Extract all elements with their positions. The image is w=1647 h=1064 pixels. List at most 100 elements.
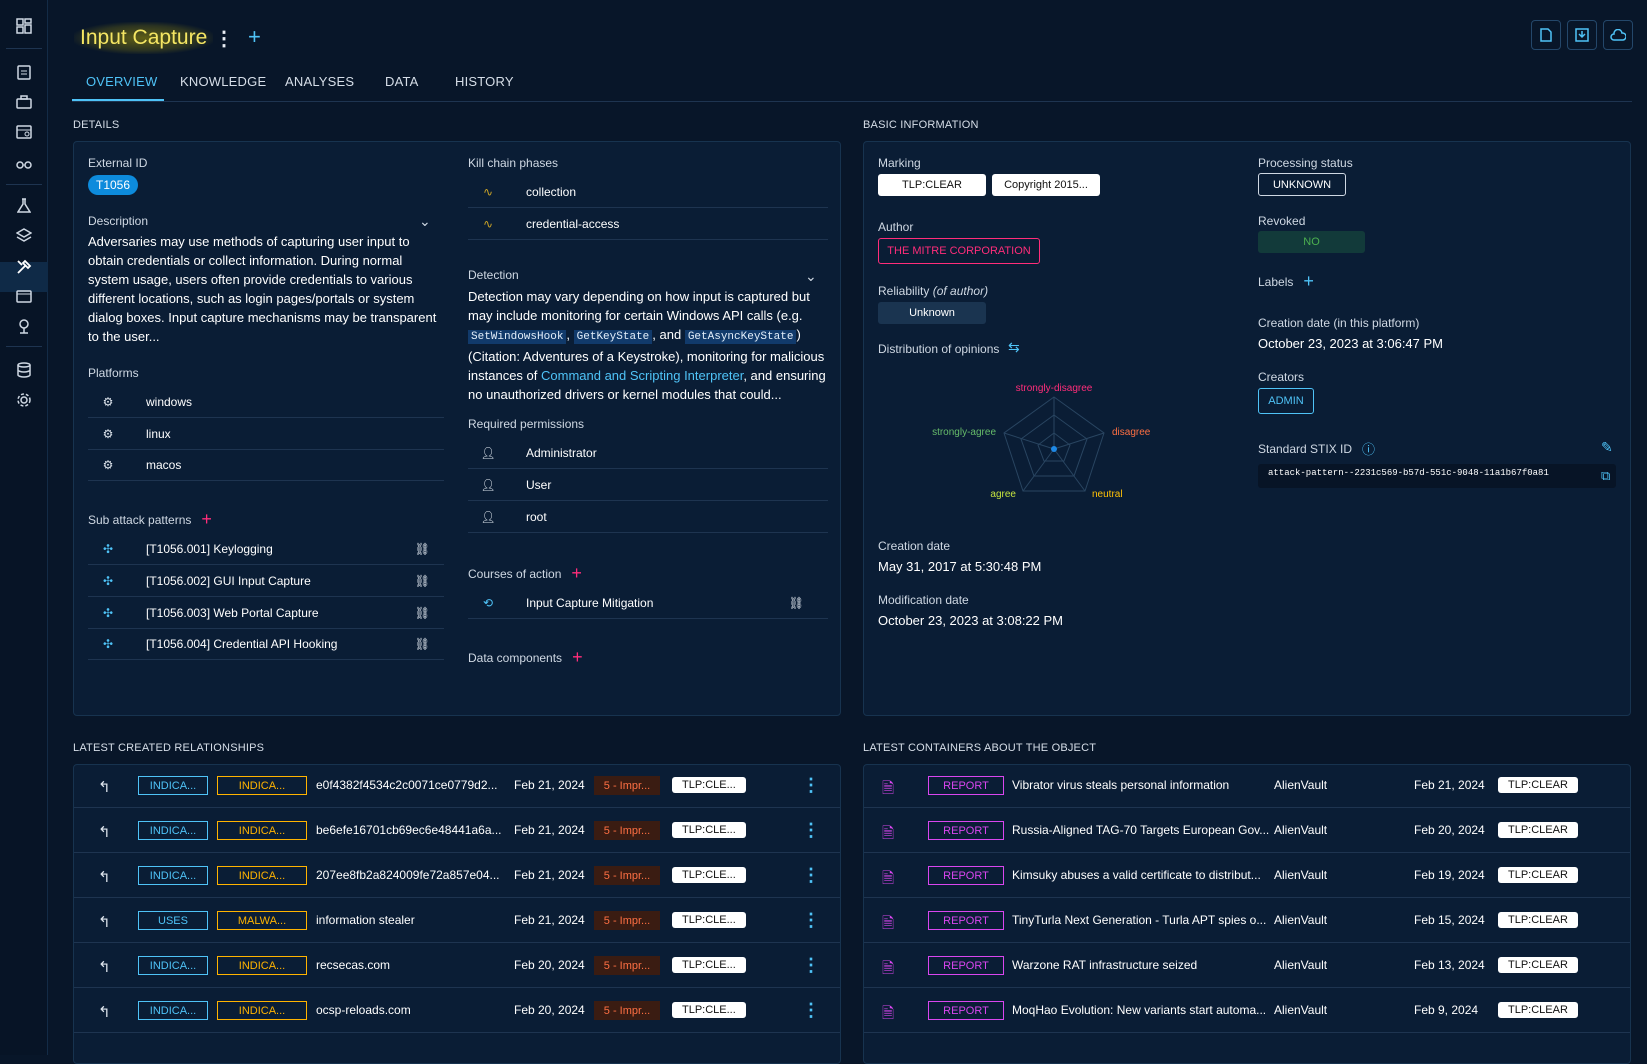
- details-section-title: DETAILS: [73, 119, 120, 131]
- entities-icon[interactable]: [14, 286, 34, 306]
- more-vert-icon[interactable]: ⋮: [802, 1000, 820, 1020]
- course-of-action-icon: ⟲: [482, 596, 494, 610]
- container-date: Feb 9, 2024: [1414, 1003, 1479, 1017]
- tlp-marking: TLP:CLE...: [672, 1002, 746, 1018]
- unlink-icon[interactable]: ⛓: [414, 606, 430, 620]
- unlink-icon[interactable]: ⛓: [414, 542, 430, 556]
- arsenal-icon[interactable]: [14, 226, 34, 246]
- container-row[interactable]: 🗎︎ REPORT Warzone RAT infrastructure sei…: [864, 945, 1630, 988]
- relationship-row[interactable]: ↰ INDICA... INDICA... be6efe16701cb69ec6…: [74, 810, 840, 853]
- sub-pattern-item[interactable]: ✣ [T1056.004] Credential API Hooking ⛓: [88, 629, 444, 660]
- report-icon: 🗎︎: [882, 870, 895, 887]
- person-icon: 👤︎: [480, 510, 496, 524]
- tab-knowledge[interactable]: KNOWLEDGE: [180, 74, 267, 89]
- more-vert-icon[interactable]: ⋮: [802, 775, 820, 795]
- container-date: Feb 13, 2024: [1414, 958, 1485, 972]
- more-vert-icon[interactable]: ⋮: [802, 910, 820, 930]
- relationship-icon: ↰: [98, 914, 111, 931]
- locations-icon[interactable]: [14, 316, 34, 336]
- dashboard-icon[interactable]: [14, 16, 34, 36]
- entity-type-tag: INDICA...: [217, 776, 307, 795]
- description-expand-icon[interactable]: ⌄: [419, 213, 431, 229]
- tabs: OVERVIEW KNOWLEDGE ANALYSES DATA HISTORY: [72, 62, 1632, 102]
- relationship-row[interactable]: ↰ INDICA... INDICA... ocsp-reloads.com F…: [74, 990, 840, 1033]
- threats-icon[interactable]: [14, 196, 34, 216]
- container-row[interactable]: 🗎︎ REPORT Vibrator virus steals personal…: [864, 765, 1630, 808]
- cases-icon[interactable]: [14, 92, 34, 112]
- relationship-icon: ↰: [98, 869, 111, 886]
- add-label-icon[interactable]: +: [1303, 271, 1314, 291]
- tlp-marking: TLP:CLEAR: [1498, 957, 1578, 973]
- sub-pattern-item[interactable]: ✣ [T1056.001] Keylogging ⛓: [88, 534, 444, 565]
- creators-label: Creators: [1258, 370, 1305, 384]
- edit-icon[interactable]: ✎: [1601, 439, 1613, 455]
- relationship-type-tag: INDICA...: [138, 866, 208, 885]
- detection-text: Detection may vary depending on how inpu…: [468, 289, 826, 402]
- coa-item[interactable]: ⟲ Input Capture Mitigation ⛓: [468, 588, 828, 619]
- author-chip[interactable]: THE MITRE CORPORATION: [878, 238, 1040, 264]
- marking-chip: TLP:CLEAR: [878, 174, 986, 196]
- more-vert-icon[interactable]: ⋮: [802, 820, 820, 840]
- labels-label: Labels: [1258, 274, 1294, 289]
- add-data-component-icon[interactable]: +: [572, 647, 583, 667]
- creator-chip[interactable]: ADMIN: [1258, 388, 1314, 414]
- container-row[interactable]: 🗎︎ REPORT Russia-Aligned TAG-70 Targets …: [864, 810, 1630, 853]
- unlink-icon[interactable]: ⛓: [414, 637, 430, 651]
- more-vert-icon[interactable]: ⋮: [802, 865, 820, 885]
- containers-section-title: LATEST CONTAINERS ABOUT THE OBJECT: [863, 742, 1097, 754]
- cloud-sync-icon[interactable]: [1603, 20, 1633, 50]
- relationship-icon: ↰: [98, 824, 111, 841]
- sub-patterns-label: Sub attack patterns: [88, 512, 192, 527]
- relationship-row[interactable]: ↰ INDICA... INDICA... 207ee8fb2a824009fe…: [74, 855, 840, 898]
- attack-pattern-icon: ✣: [102, 574, 114, 588]
- events-icon[interactable]: [14, 122, 34, 142]
- modification-date: October 23, 2023 at 3:08:22 PM: [878, 613, 1064, 628]
- container-type-tag: REPORT: [928, 866, 1004, 885]
- container-row[interactable]: 🗎︎ REPORT Kimsuky abuses a valid certifi…: [864, 855, 1630, 898]
- more-vert-icon[interactable]: ⋮: [802, 955, 820, 975]
- relationship-row[interactable]: ↰ INDICA... INDICA... e0f4382f4534c2c007…: [74, 765, 840, 808]
- settings-icon[interactable]: [14, 390, 34, 410]
- tab-analyses[interactable]: ANALYSES: [285, 74, 355, 89]
- radar-label-neutral: neutral: [1092, 489, 1123, 500]
- stix-label: Standard STIX ID: [1258, 441, 1353, 456]
- permission-item: 👤︎ User: [468, 470, 828, 501]
- relationship-row[interactable]: ↰ USES MALWA... information stealer Feb …: [74, 900, 840, 943]
- tab-overview[interactable]: OVERVIEW: [86, 74, 158, 89]
- entity-name: e0f4382f4534c2c0071ce0779d2...: [316, 778, 498, 792]
- add-icon[interactable]: +: [248, 24, 261, 49]
- analyses-icon[interactable]: [14, 62, 34, 82]
- relationship-date: Feb 21, 2024: [514, 913, 585, 927]
- opinion-vote-icon[interactable]: ⇆: [1008, 339, 1020, 355]
- description-label: Description: [88, 214, 149, 228]
- info-icon[interactable]: ⓘ: [1362, 442, 1376, 457]
- sub-pattern-item[interactable]: ✣ [T1056.002] GUI Input Capture ⛓: [88, 566, 444, 597]
- detection-expand-icon[interactable]: ⌄: [805, 268, 817, 284]
- add-sub-pattern-icon[interactable]: +: [201, 509, 212, 529]
- tab-history[interactable]: HISTORY: [455, 74, 514, 89]
- relationship-date: Feb 20, 2024: [514, 1003, 585, 1017]
- relationship-row[interactable]: ↰ INDICA... INDICA... recsecas.com Feb 2…: [74, 945, 840, 988]
- observations-icon[interactable]: [14, 152, 34, 172]
- container-row[interactable]: 🗎︎ REPORT MoqHao Evolution: New variants…: [864, 990, 1630, 1033]
- sub-pattern-item[interactable]: ✣ [T1056.003] Web Portal Capture ⛓: [88, 598, 444, 629]
- unlink-icon[interactable]: ⛓: [788, 596, 804, 610]
- processing-label: Processing status: [1258, 156, 1353, 170]
- tab-data[interactable]: DATA: [385, 74, 419, 89]
- techniques-icon[interactable]: [14, 257, 34, 277]
- labels-header: Labels +: [1258, 271, 1314, 292]
- entity-type-tag: INDICA...: [217, 821, 307, 840]
- detection-link[interactable]: Command and Scripting Interpreter: [541, 368, 744, 383]
- copy-icon[interactable]: ⧉: [1601, 468, 1611, 483]
- export-pdf-icon[interactable]: [1531, 20, 1561, 50]
- download-icon[interactable]: [1567, 20, 1597, 50]
- container-name: TinyTurla Next Generation - Turla APT sp…: [1012, 913, 1267, 927]
- data-icon[interactable]: [14, 360, 34, 380]
- container-row[interactable]: 🗎︎ REPORT TinyTurla Next Generation - Tu…: [864, 900, 1630, 943]
- author-label: Author: [878, 220, 914, 234]
- more-vert-icon[interactable]: ⋮: [214, 28, 234, 50]
- add-coa-icon[interactable]: +: [571, 563, 582, 583]
- sub-patterns-header: Sub attack patterns +: [88, 509, 212, 530]
- unlink-icon[interactable]: ⛓: [414, 574, 430, 588]
- container-type-tag: REPORT: [928, 956, 1004, 975]
